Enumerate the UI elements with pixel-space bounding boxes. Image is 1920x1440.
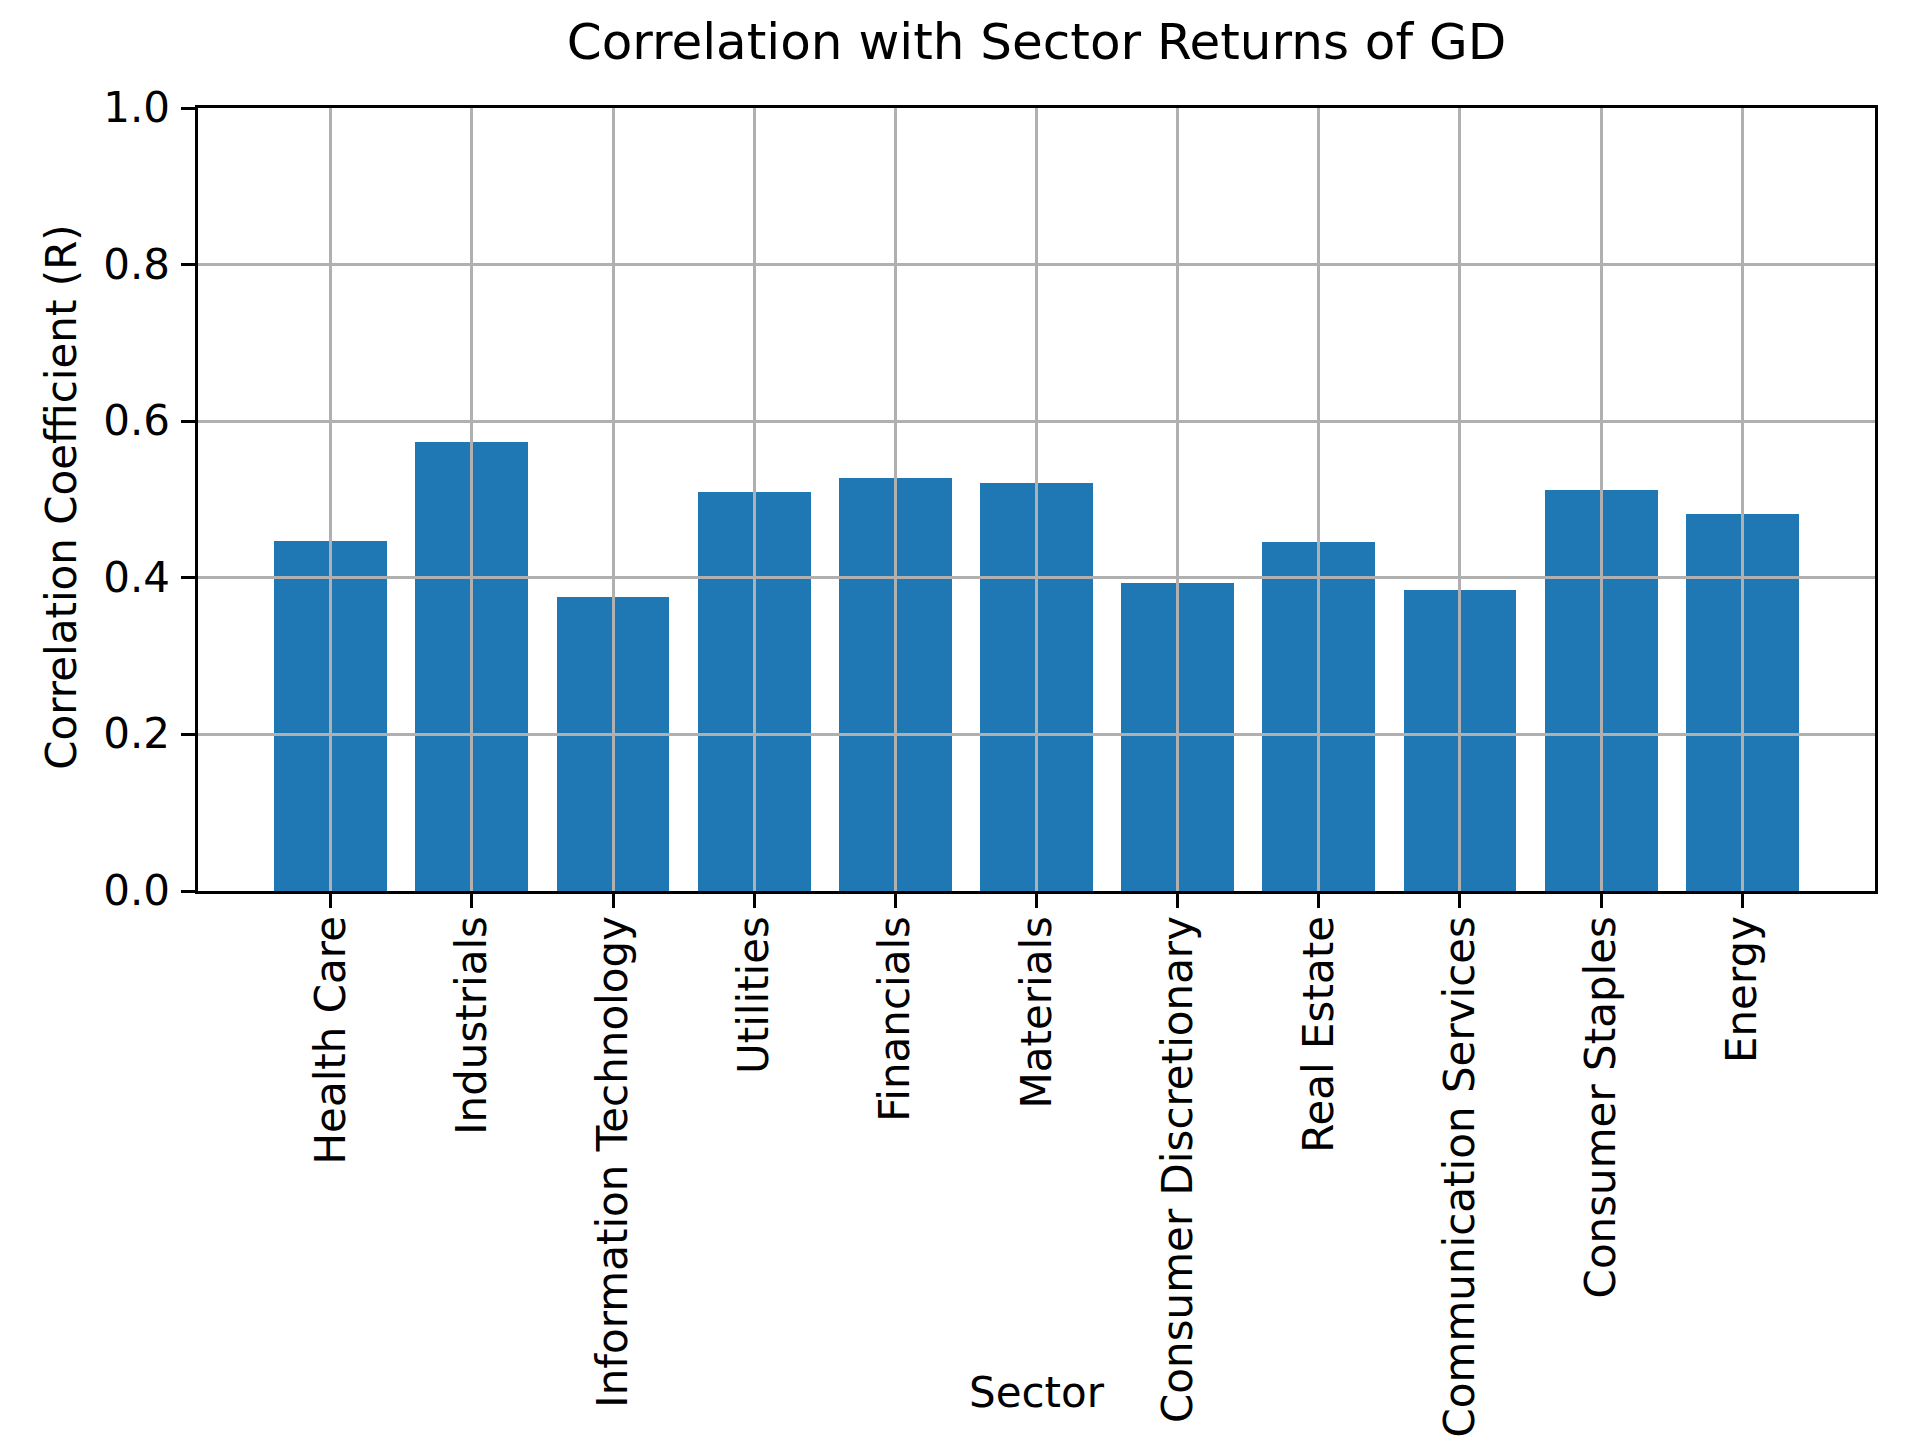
gridline-horizontal xyxy=(198,263,1875,266)
x-tick-label: Consumer Discretionary xyxy=(1154,916,1202,1423)
gridline-horizontal xyxy=(198,576,1875,579)
y-axis-label: Correlation Coefficient (R) xyxy=(38,224,86,769)
x-tick-mark xyxy=(1317,894,1320,908)
y-tick-label: 0.4 xyxy=(0,552,170,604)
y-tick-mark xyxy=(181,263,195,266)
y-tick-label: 0.0 xyxy=(0,865,170,917)
x-tick-label: Communication Services xyxy=(1436,916,1484,1438)
x-tick-mark xyxy=(470,894,473,908)
x-tick-label-wrap: Real Estate xyxy=(1295,916,1343,1157)
gridline-vertical xyxy=(1035,108,1038,891)
gridline-vertical xyxy=(329,108,332,891)
gridline-vertical xyxy=(894,108,897,891)
y-tick-mark xyxy=(181,420,195,423)
gridline-vertical xyxy=(753,108,756,891)
x-tick-label-wrap: Health Care xyxy=(307,916,355,1169)
x-tick-label: Utilities xyxy=(730,916,778,1074)
gridline-vertical xyxy=(1600,108,1603,891)
x-tick-label-wrap: Energy xyxy=(1718,916,1766,1067)
gridline-horizontal xyxy=(198,420,1875,423)
x-tick-label-wrap: Industrials xyxy=(448,916,496,1139)
y-tick-mark xyxy=(181,107,195,110)
gridline-vertical xyxy=(1176,108,1179,891)
x-tick-label: Health Care xyxy=(307,916,355,1165)
y-tick-mark xyxy=(181,576,195,579)
gridline-vertical xyxy=(470,108,473,891)
x-tick-label-wrap: Materials xyxy=(1012,916,1060,1113)
y-tick-label: 0.2 xyxy=(0,708,170,760)
gridline-vertical xyxy=(1458,108,1461,891)
bar-chart-figure: Correlation with Sector Returns of GD Co… xyxy=(0,0,1920,1440)
x-tick-label: Real Estate xyxy=(1295,916,1343,1153)
x-tick-label-wrap: Consumer Discretionary xyxy=(1154,916,1202,1427)
x-tick-mark xyxy=(329,894,332,908)
x-tick-mark xyxy=(1176,894,1179,908)
x-tick-label-wrap: Communication Services xyxy=(1436,916,1484,1440)
x-tick-mark xyxy=(612,894,615,908)
x-tick-label-wrap: Financials xyxy=(871,916,919,1126)
y-tick-mark xyxy=(181,733,195,736)
gridline-vertical xyxy=(1741,108,1744,891)
y-axis-label-wrap: Correlation Coefficient (R) xyxy=(38,224,86,773)
y-tick-label: 1.0 xyxy=(0,82,170,134)
x-tick-label-wrap: Utilities xyxy=(730,916,778,1078)
x-tick-mark xyxy=(1600,894,1603,908)
x-tick-mark xyxy=(753,894,756,908)
gridline-vertical xyxy=(612,108,615,891)
x-tick-mark xyxy=(1035,894,1038,908)
x-tick-label: Financials xyxy=(871,916,919,1122)
x-tick-mark xyxy=(1741,894,1744,908)
y-tick-mark xyxy=(181,890,195,893)
gridline-vertical xyxy=(1317,108,1320,891)
y-tick-label: 0.8 xyxy=(0,239,170,291)
gridline-horizontal xyxy=(198,733,1875,736)
x-tick-label: Materials xyxy=(1012,916,1060,1109)
x-axis-label: Sector xyxy=(195,1368,1878,1418)
chart-title: Correlation with Sector Returns of GD xyxy=(195,12,1878,72)
x-tick-label-wrap: Consumer Staples xyxy=(1577,916,1625,1302)
plot-area xyxy=(195,105,1878,894)
x-tick-mark xyxy=(1458,894,1461,908)
x-tick-label: Industrials xyxy=(448,916,496,1135)
x-tick-label-wrap: Information Technology xyxy=(589,916,637,1412)
x-tick-mark xyxy=(894,894,897,908)
y-tick-label: 0.6 xyxy=(0,395,170,447)
x-tick-label: Information Technology xyxy=(589,916,637,1408)
x-tick-label: Energy xyxy=(1718,916,1766,1063)
x-tick-label: Consumer Staples xyxy=(1577,916,1625,1298)
